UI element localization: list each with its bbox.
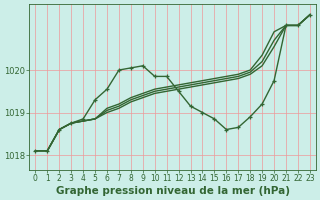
X-axis label: Graphe pression niveau de la mer (hPa): Graphe pression niveau de la mer (hPa): [56, 186, 290, 196]
